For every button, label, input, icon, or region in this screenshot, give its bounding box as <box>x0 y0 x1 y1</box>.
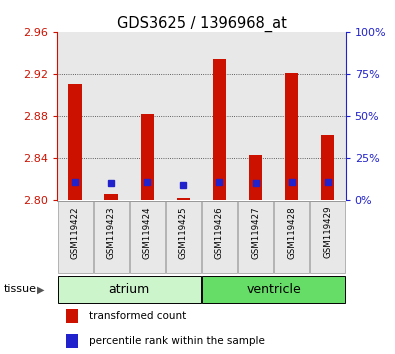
Bar <box>66 309 77 323</box>
Bar <box>93 32 130 200</box>
Text: ventricle: ventricle <box>246 283 301 296</box>
Text: transformed count: transformed count <box>89 311 186 321</box>
Text: GSM119424: GSM119424 <box>143 206 152 258</box>
Bar <box>285 73 298 200</box>
Bar <box>130 32 166 200</box>
FancyBboxPatch shape <box>130 201 165 273</box>
Bar <box>213 59 226 200</box>
Text: GSM119429: GSM119429 <box>323 206 332 258</box>
Text: GSM119428: GSM119428 <box>287 206 296 258</box>
Bar <box>201 32 237 200</box>
Text: tissue: tissue <box>4 284 37 295</box>
Text: atrium: atrium <box>109 283 150 296</box>
Text: GSM119427: GSM119427 <box>251 206 260 258</box>
Text: percentile rank within the sample: percentile rank within the sample <box>89 336 265 346</box>
Bar <box>105 194 118 200</box>
FancyBboxPatch shape <box>310 201 345 273</box>
FancyBboxPatch shape <box>274 201 309 273</box>
Bar <box>321 135 335 200</box>
FancyBboxPatch shape <box>238 201 273 273</box>
Text: GSM119423: GSM119423 <box>107 206 116 258</box>
Text: GSM119426: GSM119426 <box>215 206 224 258</box>
Text: GSM119425: GSM119425 <box>179 206 188 258</box>
Bar <box>66 334 77 348</box>
Bar <box>57 32 93 200</box>
Text: GSM119422: GSM119422 <box>71 206 80 258</box>
Bar <box>141 114 154 200</box>
Bar <box>177 198 190 200</box>
FancyBboxPatch shape <box>202 201 237 273</box>
FancyBboxPatch shape <box>58 201 92 273</box>
Text: ▶: ▶ <box>37 284 44 295</box>
Bar <box>166 32 201 200</box>
FancyBboxPatch shape <box>58 276 201 303</box>
FancyBboxPatch shape <box>94 201 129 273</box>
Title: GDS3625 / 1396968_at: GDS3625 / 1396968_at <box>117 16 286 32</box>
FancyBboxPatch shape <box>166 201 201 273</box>
Bar <box>274 32 310 200</box>
Bar <box>237 32 274 200</box>
Bar <box>68 84 82 200</box>
Bar <box>310 32 346 200</box>
FancyBboxPatch shape <box>202 276 345 303</box>
Bar <box>249 155 262 200</box>
